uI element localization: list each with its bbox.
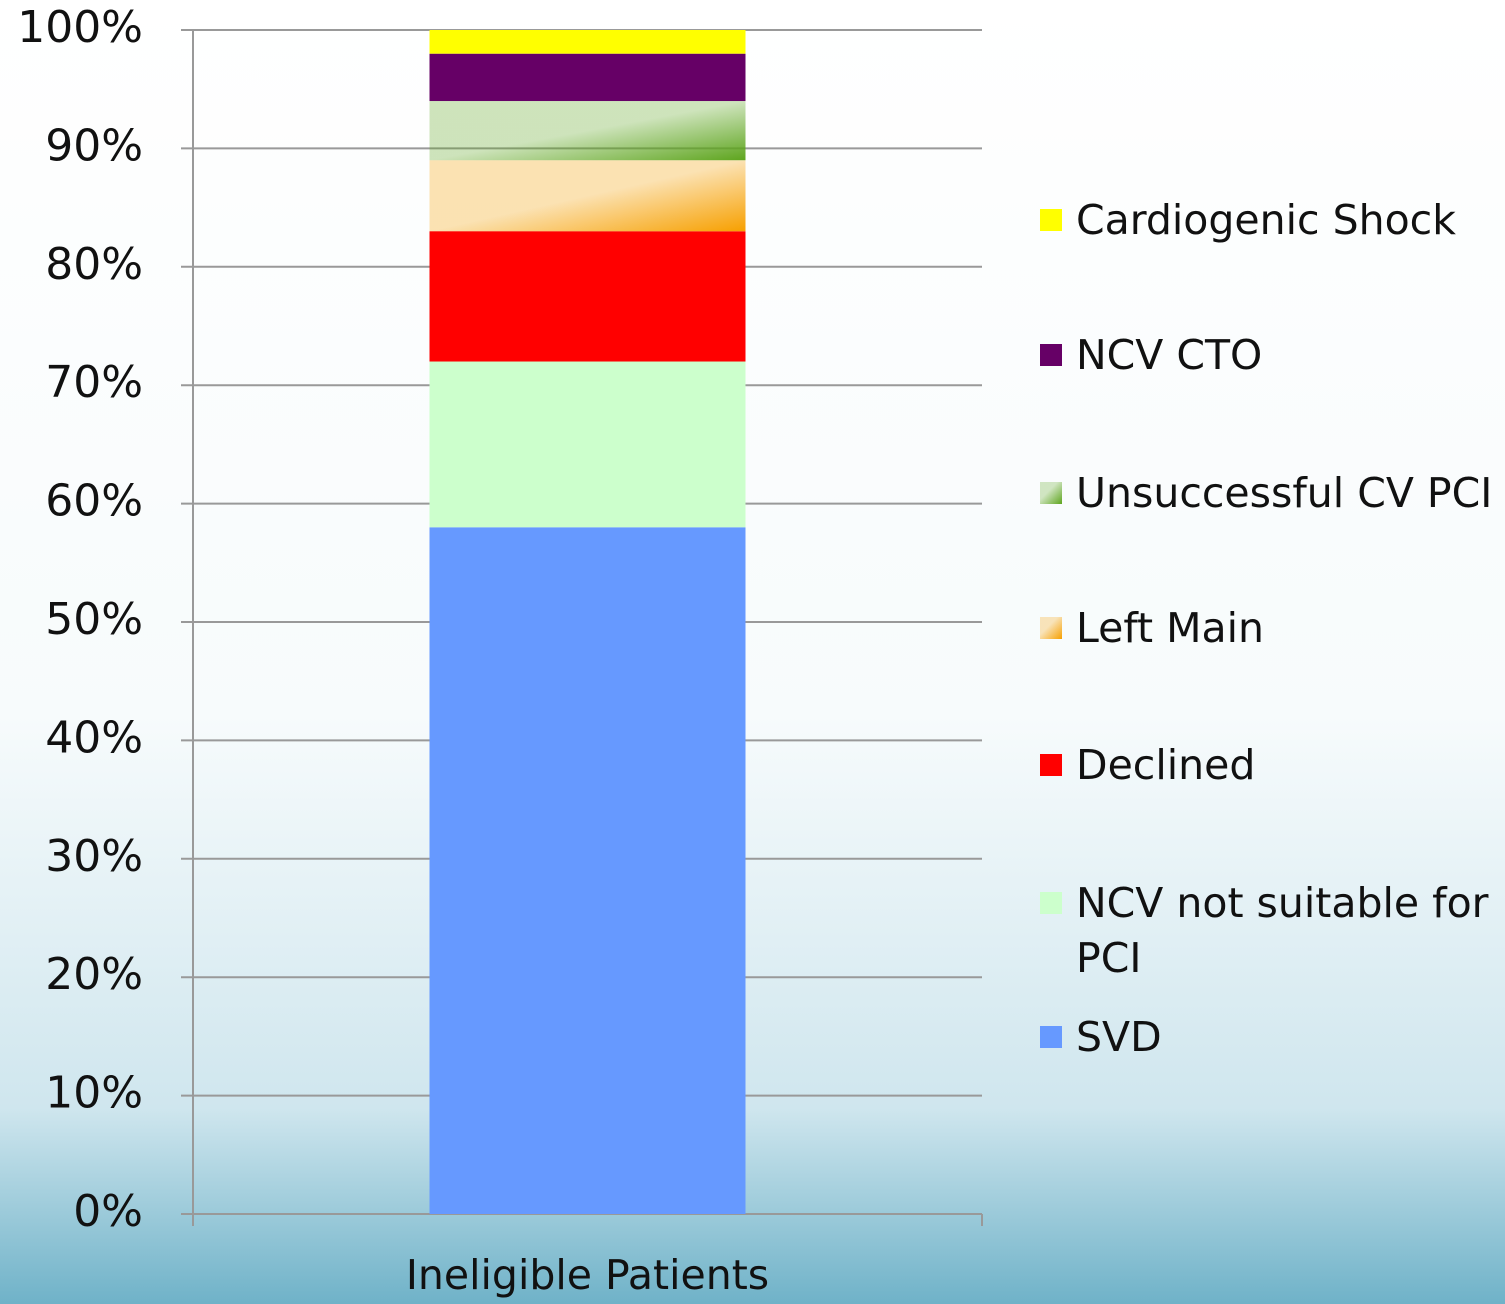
- legend-swatch: [1040, 1026, 1062, 1048]
- x-tick-label: Ineligible Patients: [406, 1251, 769, 1299]
- legend-label: Left Main: [1076, 604, 1265, 652]
- legend-label: NCV not suitable for PCI: [1076, 879, 1489, 982]
- legend-swatch: [1040, 892, 1062, 914]
- legend-swatch: [1040, 209, 1062, 231]
- bar-segment: [429, 30, 746, 54]
- y-tick-label: 60%: [45, 476, 143, 527]
- y-tick-label: 50%: [45, 594, 143, 645]
- legend-label: Cardiogenic Shock: [1076, 196, 1456, 244]
- bar-segment: [429, 361, 746, 528]
- y-tick-label: 80%: [45, 239, 143, 290]
- bar-segment: [429, 527, 746, 1214]
- y-tick-label: 90%: [45, 120, 143, 171]
- legend-label: Unsuccessful CV PCI: [1076, 469, 1493, 517]
- y-tick-label: 70%: [45, 357, 143, 408]
- legend-swatch: [1040, 344, 1062, 366]
- legend-swatch: [1040, 482, 1062, 504]
- y-tick-label: 10%: [45, 1068, 143, 1119]
- bar-segment: [429, 53, 746, 102]
- y-tick-label: 40%: [45, 712, 143, 763]
- y-tick-label: 30%: [45, 831, 143, 882]
- legend-label: SVD: [1076, 1013, 1162, 1061]
- y-tick-label: 20%: [45, 949, 143, 1000]
- bar-segment: [429, 160, 746, 232]
- legend-label: NCV CTO: [1076, 331, 1263, 379]
- legend-label: Declined: [1076, 741, 1256, 789]
- bar-segment: [429, 231, 746, 362]
- y-tick-label: 0%: [73, 1186, 143, 1237]
- bar-segment: [429, 101, 746, 161]
- legend-swatch: [1040, 754, 1062, 776]
- legend-swatch: [1040, 617, 1062, 639]
- y-tick-label: 100%: [17, 2, 143, 53]
